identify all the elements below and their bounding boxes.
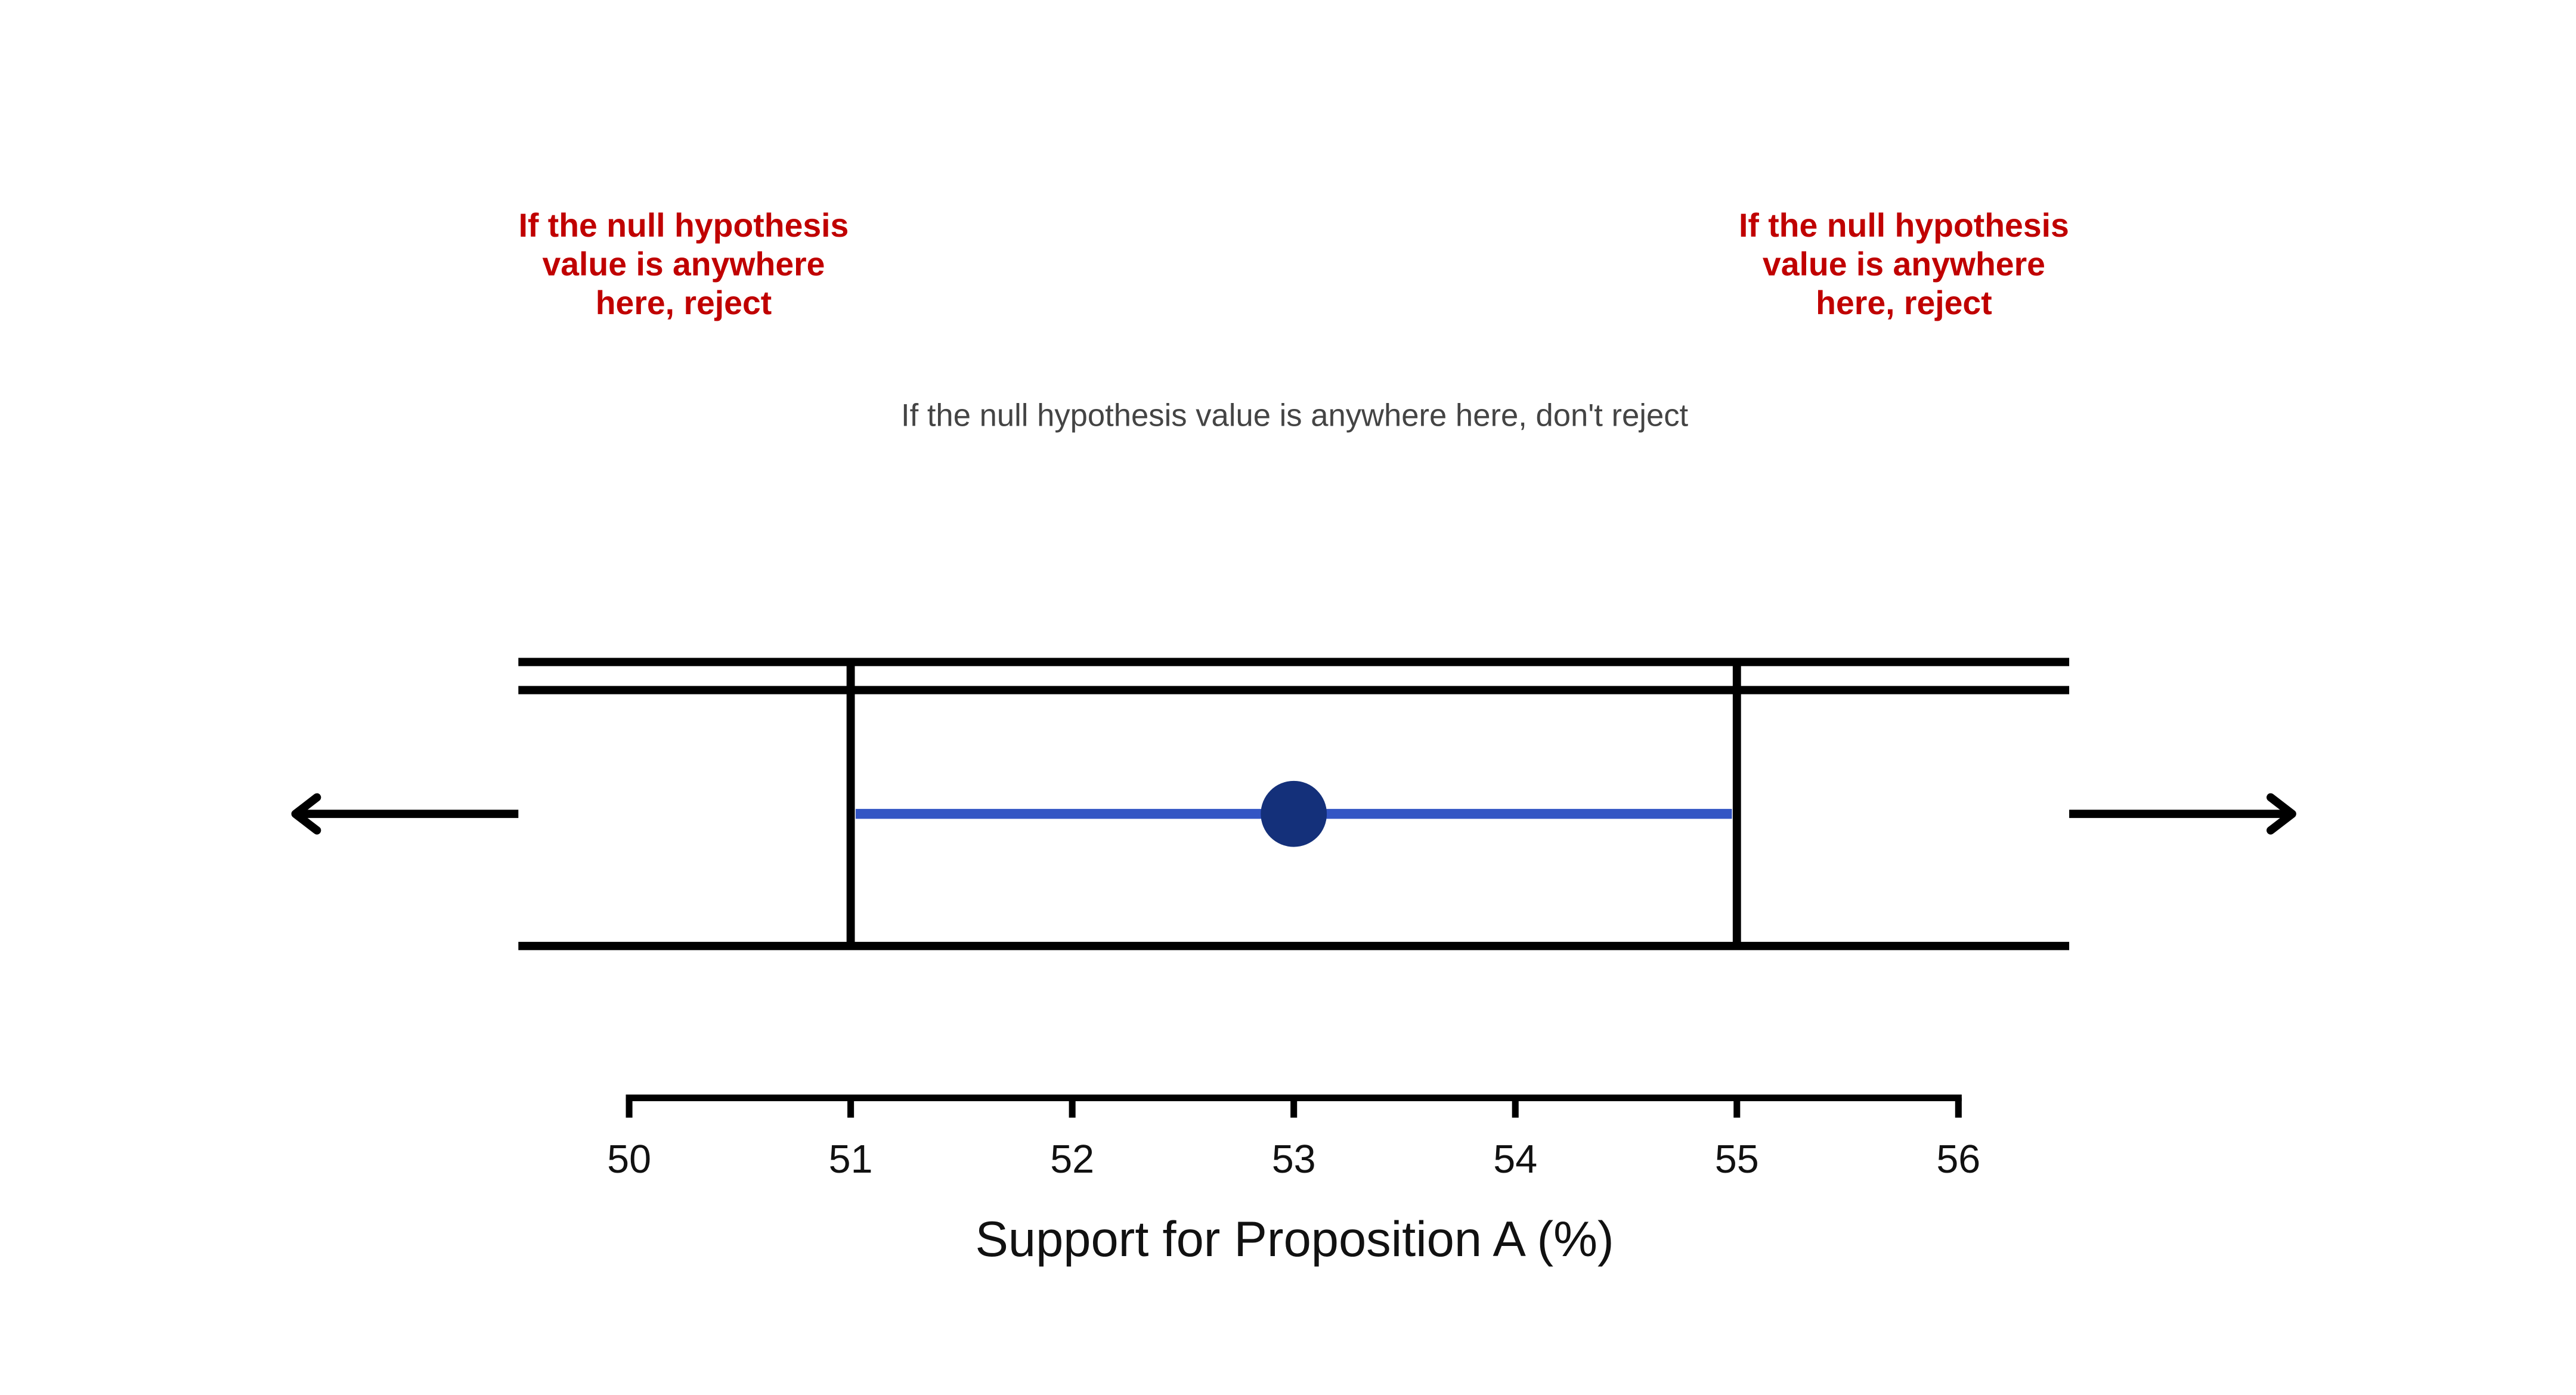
x-tick-label: 54: [1493, 1137, 1537, 1182]
reject-note: here, reject: [1816, 284, 1992, 321]
reject-note: value is anywhere: [1763, 246, 2045, 283]
arrow-head: [291, 793, 321, 835]
x-tick-label: 55: [1715, 1137, 1759, 1182]
x-axis-label: Support for Proposition A (%): [976, 1211, 1614, 1267]
estimate-point: [1261, 780, 1327, 847]
x-tick-label: 50: [607, 1137, 651, 1182]
reject-note: If the null hypothesis: [1739, 207, 2069, 244]
reject-note: If the null hypothesis: [519, 207, 849, 244]
reject-note: value is anywhere: [542, 246, 825, 283]
x-tick-label: 51: [829, 1137, 873, 1182]
reject-note: here, reject: [596, 284, 772, 321]
x-tick-label: 56: [1936, 1137, 1980, 1182]
x-tick-label: 52: [1050, 1137, 1094, 1182]
x-tick-label: 53: [1272, 1137, 1316, 1182]
arrow-head: [2266, 793, 2296, 835]
keep-note: If the null hypothesis value is anywhere…: [901, 398, 1689, 433]
